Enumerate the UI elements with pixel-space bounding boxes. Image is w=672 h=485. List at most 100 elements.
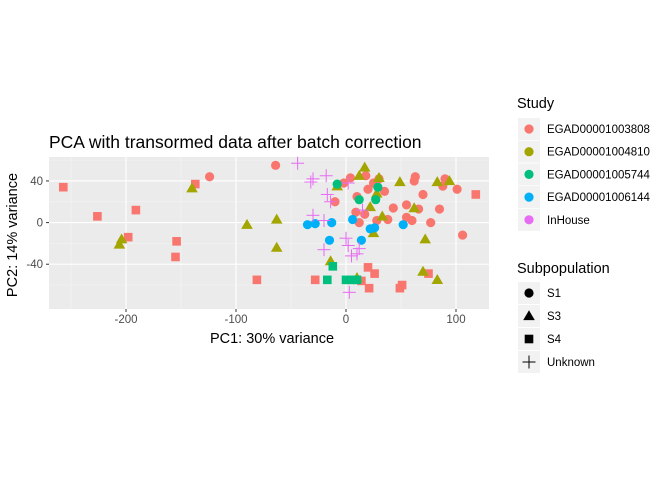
data-point <box>317 214 331 228</box>
data-point <box>328 262 338 271</box>
data-point <box>172 237 181 246</box>
legend-shape-circle-icon <box>524 288 534 298</box>
legend-study-label: EGAD00001005744 <box>547 169 651 181</box>
data-point <box>431 274 444 285</box>
data-point <box>339 231 353 245</box>
data-point <box>324 195 338 209</box>
data-point <box>323 275 332 285</box>
data-point <box>353 169 365 180</box>
data-point <box>443 175 456 186</box>
data-point <box>347 275 356 285</box>
data-point <box>426 217 436 228</box>
data-point <box>304 175 318 189</box>
data-point <box>417 265 429 276</box>
data-point <box>113 238 126 249</box>
legend-study-swatch <box>524 124 534 134</box>
data-point <box>345 249 358 263</box>
data-point <box>352 242 366 256</box>
data-point <box>388 203 398 213</box>
data-point <box>341 176 355 190</box>
data-point <box>376 210 389 221</box>
x-axis-title: PC1: 30% variance <box>210 331 334 347</box>
legend-shape-plus-icon <box>522 355 536 369</box>
data-point <box>123 232 133 242</box>
data-point <box>93 212 102 221</box>
legend-shape-square-icon <box>524 334 534 344</box>
data-point <box>379 186 390 196</box>
data-point <box>252 275 262 285</box>
data-point <box>317 243 331 257</box>
data-point <box>364 283 374 293</box>
data-point <box>341 238 355 252</box>
data-point <box>370 269 379 278</box>
legend-study: Study EGAD00001003808 EGAD00001004810 EGAD… <box>517 96 651 231</box>
legend-study-label: EGAD00001004810 <box>547 147 650 159</box>
data-points <box>59 156 481 299</box>
data-point <box>342 285 356 299</box>
data-point <box>371 187 383 198</box>
data-point <box>358 161 371 172</box>
x-tick-label: -200 <box>114 314 137 326</box>
data-point <box>191 179 200 189</box>
data-point <box>364 201 376 212</box>
data-point <box>397 280 407 290</box>
data-point <box>271 160 281 170</box>
data-point <box>401 200 412 210</box>
data-point <box>373 172 385 182</box>
data-point <box>270 241 283 252</box>
data-point <box>363 263 373 272</box>
data-point <box>352 275 362 285</box>
legend-subpopulation-label: S4 <box>547 334 562 346</box>
data-point <box>408 202 420 213</box>
x-tick-label: -100 <box>224 314 247 326</box>
data-point <box>319 169 333 183</box>
data-point <box>398 220 408 230</box>
data-point <box>131 205 141 215</box>
y-tick-label: 40 <box>30 176 43 188</box>
data-point <box>310 275 320 285</box>
data-point <box>291 156 305 170</box>
data-point <box>241 218 253 229</box>
data-point <box>370 223 380 233</box>
y-tick-label: 0 <box>37 218 43 230</box>
legend-subpopulation: Subpopulation S1 S3 S4 Unknown <box>517 261 610 373</box>
legend-study-label: InHouse <box>547 215 590 227</box>
data-point <box>341 275 351 285</box>
data-point <box>431 176 444 187</box>
data-point <box>356 235 366 245</box>
legend-subpopulation-title: Subpopulation <box>517 261 610 277</box>
data-point <box>407 215 417 226</box>
data-point <box>452 184 462 194</box>
legend-study-swatch <box>524 192 534 202</box>
data-point <box>471 190 481 199</box>
data-point <box>373 182 383 192</box>
legend-study-swatch <box>524 215 534 225</box>
data-point <box>350 247 364 261</box>
data-point <box>363 184 373 194</box>
data-point <box>424 269 433 278</box>
x-tick-label: 0 <box>343 314 349 326</box>
data-point <box>171 252 180 262</box>
data-point <box>186 182 198 193</box>
y-tick-label: -40 <box>26 259 43 271</box>
legend-study-label: EGAD00001003808 <box>547 124 650 136</box>
data-point <box>348 214 358 225</box>
data-point <box>332 179 342 189</box>
data-point <box>356 203 369 217</box>
data-point <box>458 230 468 240</box>
legend-study-swatch <box>524 169 534 179</box>
data-point <box>270 213 283 224</box>
data-point <box>354 195 364 205</box>
plot-panel <box>49 157 489 309</box>
data-point <box>205 172 215 182</box>
data-point <box>418 189 428 200</box>
data-point <box>306 208 320 222</box>
data-point <box>59 182 68 192</box>
legend-subpopulation-label: S3 <box>547 311 561 323</box>
legend-shape-triangle-icon <box>523 310 535 321</box>
data-point <box>306 172 320 186</box>
legend-subpopulation-label: Unknown <box>547 357 595 369</box>
y-axis-ticks: -40 0 40 <box>26 176 49 271</box>
legend-study-title: Study <box>517 96 555 112</box>
data-point <box>324 235 335 245</box>
